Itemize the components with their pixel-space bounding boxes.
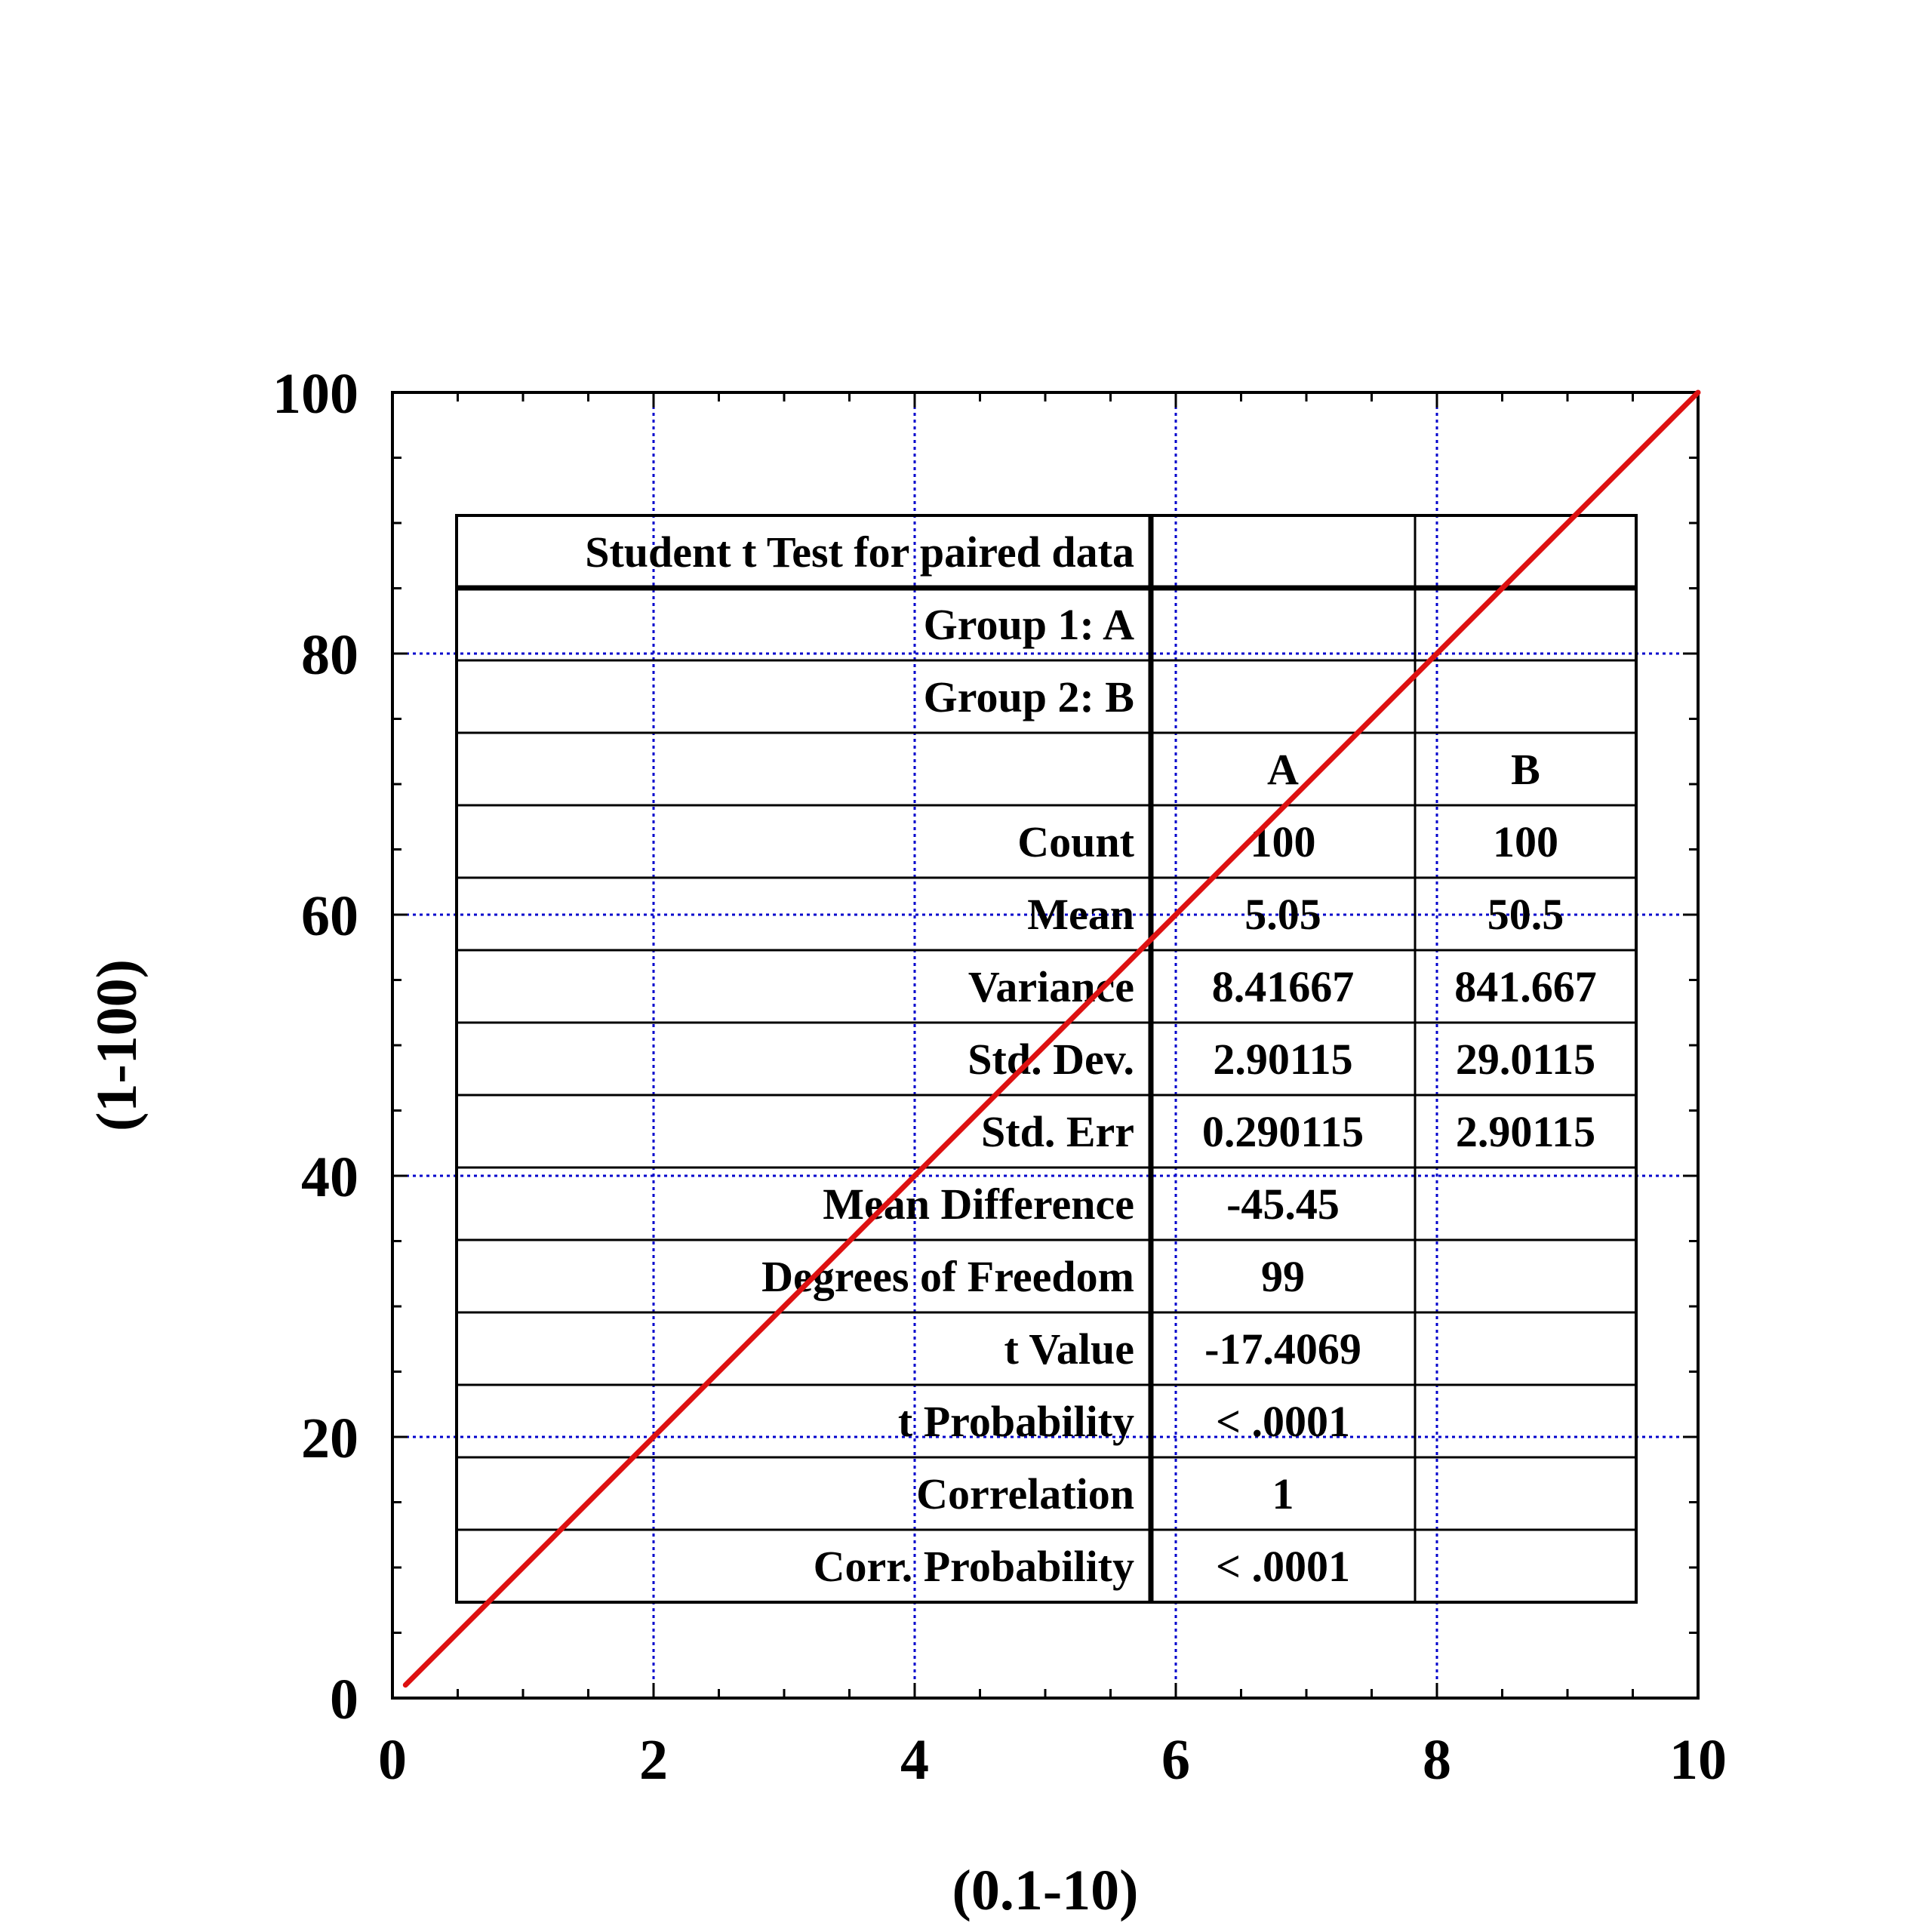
table-row-label: Degrees of Freedom <box>761 1252 1134 1301</box>
table-cell-a: 1 <box>1272 1469 1294 1518</box>
series-lines <box>402 389 1701 1688</box>
table-cell-a: 5.05 <box>1244 890 1321 939</box>
table-row-label: t Probability <box>898 1397 1134 1446</box>
y-tick-label: 100 <box>272 362 358 426</box>
table-cell-a: 100 <box>1251 817 1316 866</box>
table-row-label: Mean <box>1027 890 1134 939</box>
x-tick-label: 10 <box>1669 1728 1727 1792</box>
y-tick-label: 20 <box>301 1407 358 1470</box>
x-tick-label: 4 <box>900 1728 929 1792</box>
table-row-label: Group 1: A <box>924 600 1134 649</box>
table-cell-b: B <box>1511 745 1540 794</box>
x-tick-label: 2 <box>639 1728 668 1792</box>
grid-lines <box>392 392 1698 1698</box>
table-cell-b: 100 <box>1493 817 1558 866</box>
table-row-label: Mean Difference <box>823 1180 1134 1229</box>
table-row-label: Variance <box>968 962 1134 1011</box>
table-cell-b: 841.667 <box>1454 962 1597 1011</box>
table-cell-a: 2.90115 <box>1213 1035 1352 1084</box>
y-tick-label: 0 <box>330 1668 358 1731</box>
y-tick-label: 40 <box>301 1146 358 1209</box>
table-row-label: Count <box>1017 817 1134 866</box>
table-cell-a: A <box>1267 745 1299 794</box>
table-cell-a: -17.4069 <box>1204 1324 1361 1374</box>
table-cell-a: < .0001 <box>1216 1397 1350 1446</box>
plot-frame <box>391 391 1700 1700</box>
y-axis-title: (1-100) <box>85 959 149 1131</box>
table-row-label: t Value <box>1004 1324 1134 1374</box>
x-tick-label: 0 <box>378 1728 407 1792</box>
table-row-label: Std. Err <box>981 1107 1134 1156</box>
series-line <box>402 389 1701 1688</box>
table-cell-a: -45.45 <box>1226 1180 1340 1229</box>
table-row-label: Group 2: B <box>924 672 1134 721</box>
table-title: Student t Test for paired data <box>585 528 1134 577</box>
x-axis-title: (0.1-10) <box>952 1859 1139 1922</box>
y-tick-label: 60 <box>301 884 358 948</box>
table-cell-b: 29.0115 <box>1456 1035 1595 1084</box>
table-cell-b: 2.90115 <box>1456 1107 1595 1156</box>
table-cell-a: < .0001 <box>1216 1542 1350 1591</box>
x-tick-label: 6 <box>1161 1728 1190 1792</box>
stats-table: Student t Test for paired data Group 1: A… <box>455 514 1638 1604</box>
table-cell-a: 0.290115 <box>1202 1107 1364 1156</box>
x-tick-label: 8 <box>1423 1728 1451 1792</box>
y-tick-label: 80 <box>301 623 358 687</box>
table-border <box>455 514 1638 1604</box>
table-cell-b: 50.5 <box>1487 890 1564 939</box>
table-cell-a: 8.41667 <box>1212 962 1355 1011</box>
table-row-label: Corr. Probability <box>814 1542 1134 1591</box>
table-row-label: Correlation <box>916 1469 1134 1518</box>
table-cell-a: 99 <box>1261 1252 1305 1301</box>
